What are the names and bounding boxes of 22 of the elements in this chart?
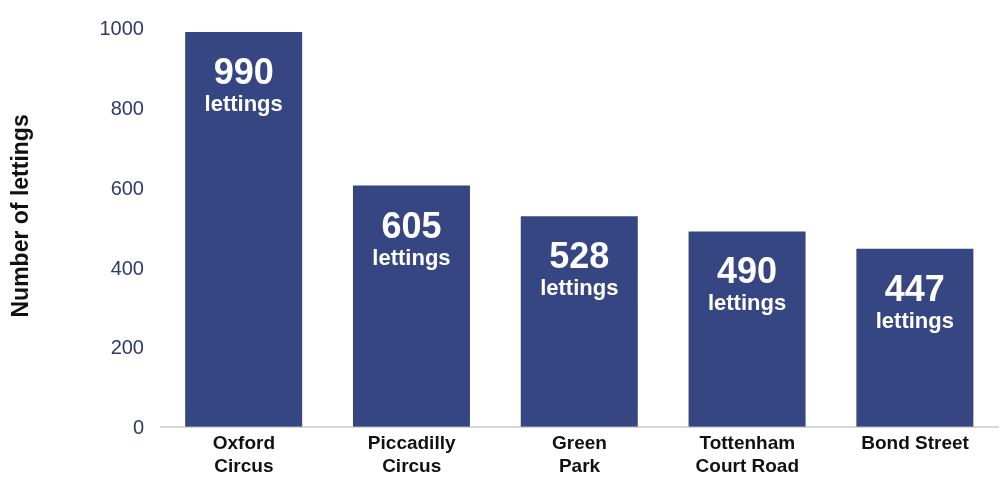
y-tick-label: 1000 [99,17,144,40]
data-label: 528 lettings [540,235,619,301]
bar [688,231,806,427]
x-tick-label: Bond Street [861,432,970,453]
y-tick-label: 200 [110,336,144,359]
y-axis-title: Number of lettings [7,114,34,318]
x-tick-label: Oxford Circus [212,432,276,476]
x-tick-label: Piccadilly Circus [367,432,456,476]
bar [352,185,470,427]
data-label: 605 lettings [372,204,451,270]
data-label: 447 lettings [875,267,954,333]
bar [520,216,638,427]
y-tick-label: 600 [110,176,144,199]
bar [856,248,974,427]
y-tick-label: 800 [110,96,144,119]
y-tick-label: 400 [110,256,144,279]
data-label: 490 lettings [707,250,787,316]
bar [185,31,303,427]
y-tick-label: 0 [132,416,144,439]
data-label: 990 lettings [204,50,283,116]
x-tick-label: Tottenham Court Road [695,432,800,476]
x-tick-label: Green Park [552,432,607,476]
